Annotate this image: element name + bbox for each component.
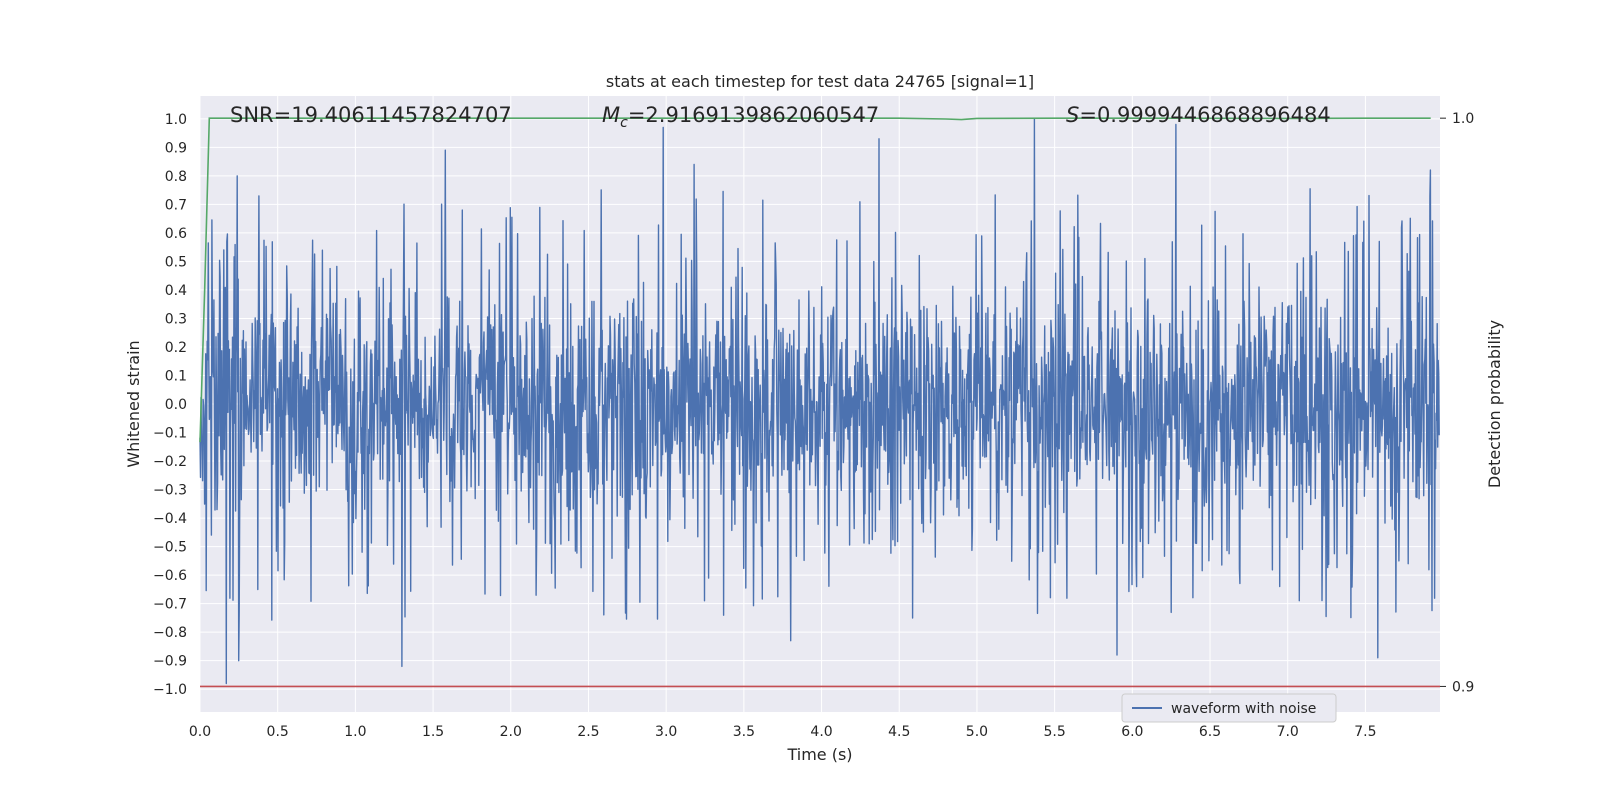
x-tick-label: 1.0 bbox=[344, 724, 366, 740]
y-tick-label: 1.0 bbox=[165, 112, 187, 128]
x-tick-label: 7.5 bbox=[1354, 724, 1376, 740]
axis-ticks: 0.0 0.5 1.0 1.5 2.0 2.5 3.0 3.5 4.0 4.5 5.0 5.5 6.0 6… bbox=[153, 111, 1474, 740]
s-annotation: S=0.9999446868896484 bbox=[1066, 103, 1331, 127]
x-tick-label: 7.0 bbox=[1277, 724, 1299, 740]
y-tick-label: 0.9 bbox=[165, 140, 187, 156]
legend: waveform with noise bbox=[1121, 693, 1337, 723]
y-tick-label: −1.0 bbox=[153, 682, 187, 698]
y-tick-label: 0.3 bbox=[165, 311, 187, 327]
y-tick-label: −0.9 bbox=[153, 654, 187, 670]
right-tick-label: 1.0 bbox=[1452, 111, 1474, 127]
y-tick-label: 0.7 bbox=[165, 197, 187, 213]
legend-box bbox=[1121, 693, 1337, 723]
y-tick-label: 0.8 bbox=[165, 169, 187, 185]
y-tick-label: −0.6 bbox=[153, 568, 187, 584]
probability-series bbox=[199, 117, 1440, 688]
y-tick-label: 0.0 bbox=[165, 397, 187, 413]
x-tick-label: 2.5 bbox=[577, 724, 599, 740]
x-tick-label: 4.5 bbox=[888, 724, 910, 740]
waveform-line bbox=[199, 118, 1440, 685]
y-tick-label: −0.7 bbox=[153, 597, 187, 613]
x-tick-label: 5.0 bbox=[966, 724, 988, 740]
y-tick-label: −0.4 bbox=[153, 511, 187, 527]
y-tick-label: 0.2 bbox=[165, 340, 187, 356]
waveform-series bbox=[199, 118, 1440, 685]
y-axis-label: Whitened strain bbox=[124, 340, 143, 467]
x-tick-label: 0.0 bbox=[189, 724, 211, 740]
x-tick-label: 6.0 bbox=[1121, 724, 1143, 740]
x-axis-label: Time (s) bbox=[786, 745, 852, 764]
y-tick-label: −0.1 bbox=[153, 426, 187, 442]
x-tick-label: 3.5 bbox=[733, 724, 755, 740]
y-axis-right-label: Detection probability bbox=[1485, 320, 1504, 488]
x-tick-label: 2.0 bbox=[500, 724, 522, 740]
x-tick-label: 5.5 bbox=[1044, 724, 1066, 740]
x-tick-label: 3.0 bbox=[655, 724, 677, 740]
chart-title: stats at each timestep for test data 247… bbox=[606, 72, 1034, 91]
y-tick-label: 0.1 bbox=[165, 368, 187, 384]
snr-annotation: SNR=19.40611457824707 bbox=[230, 103, 512, 127]
y-tick-label: 0.6 bbox=[165, 226, 187, 242]
y-tick-label: 0.4 bbox=[165, 283, 187, 299]
probability-line bbox=[199, 117, 1431, 443]
y-tick-label: −0.2 bbox=[153, 454, 187, 470]
mc-annotation: Mc=2.9169139862060547 bbox=[602, 103, 879, 131]
x-tick-label: 6.5 bbox=[1199, 724, 1221, 740]
right-tick-label: 0.9 bbox=[1452, 679, 1474, 695]
y-tick-label: −0.5 bbox=[153, 540, 187, 556]
y-tick-label: −0.3 bbox=[153, 483, 187, 499]
y-tick-label: −0.8 bbox=[153, 625, 187, 641]
legend-label: waveform with noise bbox=[1171, 701, 1316, 717]
x-tick-label: 1.5 bbox=[422, 724, 444, 740]
x-tick-label: 4.0 bbox=[810, 724, 832, 740]
y-tick-label: 0.5 bbox=[165, 254, 187, 270]
x-tick-label: 0.5 bbox=[267, 724, 289, 740]
